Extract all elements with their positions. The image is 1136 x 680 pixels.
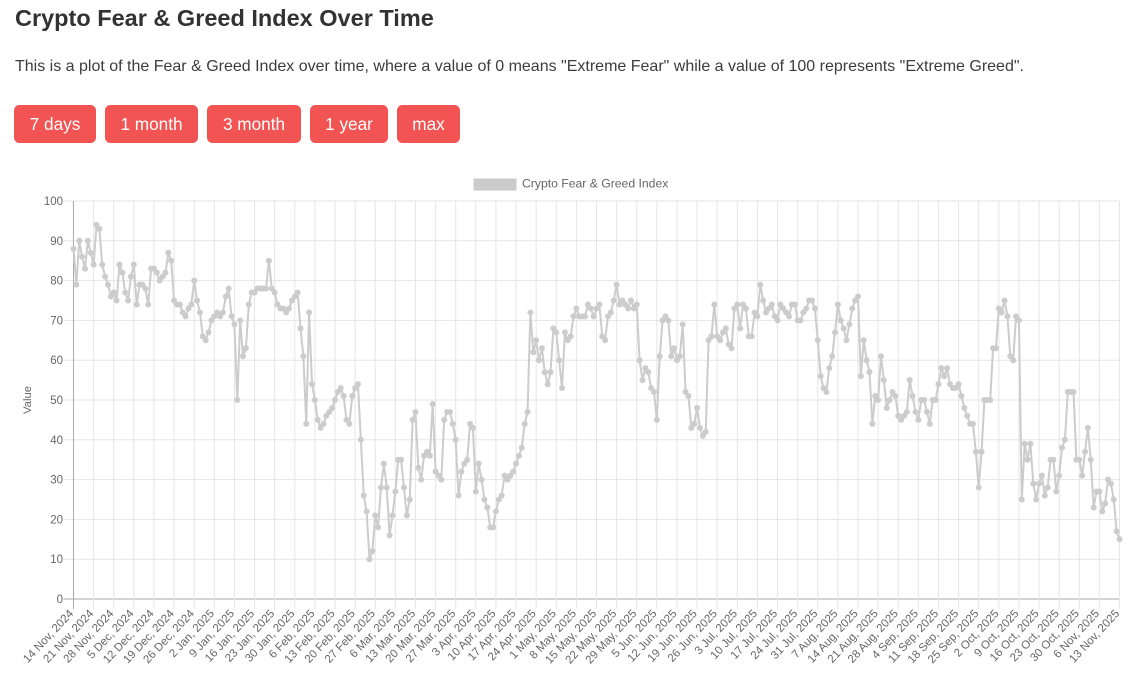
svg-text:10: 10 [50,554,63,566]
svg-text:Crypto Fear & Greed Index: Crypto Fear & Greed Index [522,177,668,191]
svg-text:20: 20 [50,514,63,526]
svg-text:60: 60 [50,355,63,367]
svg-text:70: 70 [50,315,63,327]
svg-text:0: 0 [57,594,63,606]
svg-text:Value: Value [22,386,34,414]
svg-text:90: 90 [50,236,63,248]
svg-text:100: 100 [44,196,63,208]
svg-text:30: 30 [50,475,63,487]
svg-text:50: 50 [50,395,63,407]
svg-text:40: 40 [50,435,63,447]
svg-text:80: 80 [50,276,63,288]
